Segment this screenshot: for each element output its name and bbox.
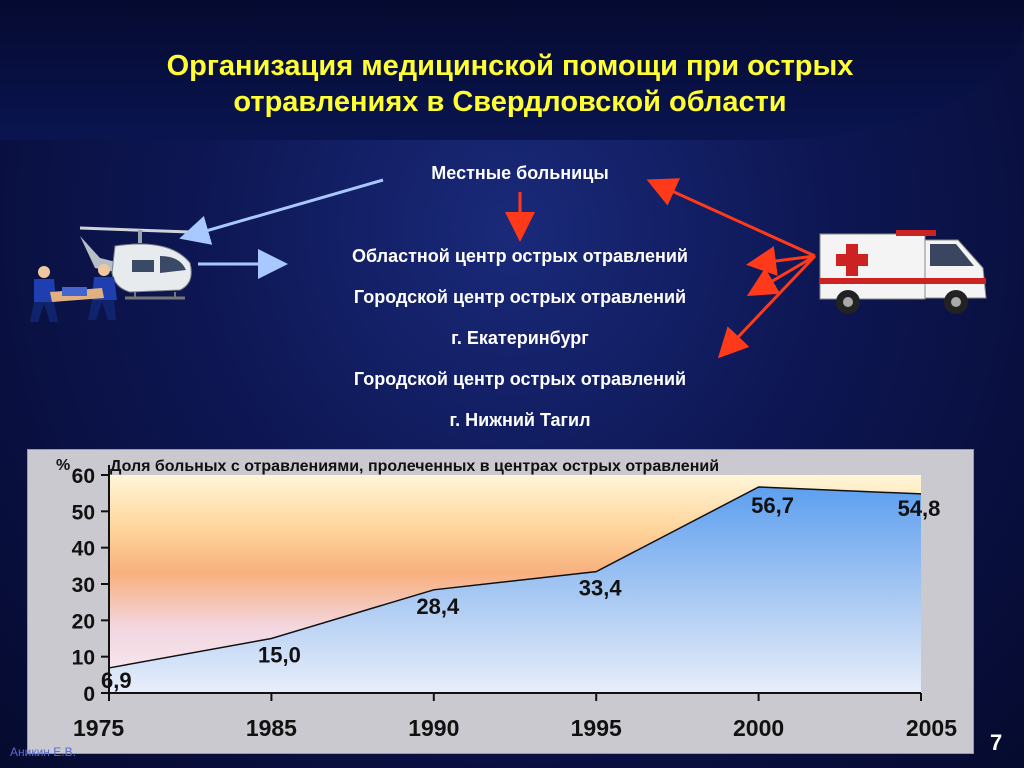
data-label: 54,8	[898, 496, 941, 521]
data-label: 56,7	[751, 493, 794, 518]
arrow-ambulance-to-regional	[746, 246, 816, 276]
y-tick-label: 40	[72, 538, 95, 561]
data-label: 15,0	[258, 643, 301, 668]
page-title: Организация медицинской помощи при остры…	[60, 48, 960, 120]
y-tick-label: 60	[72, 465, 95, 488]
arrow-ambulance-to-city1	[746, 254, 816, 297]
data-label: 6,9	[101, 668, 132, 693]
city-center-2-label: Городской центр острых отравлений	[353, 369, 687, 389]
data-label: 33,4	[579, 576, 623, 601]
regional-center-label: Областной центр острых отравлений	[351, 246, 688, 266]
page-number: 7	[990, 730, 1003, 755]
x-tick-label: 1995	[571, 715, 622, 741]
helicopter-icon	[79, 226, 192, 300]
author-label: Аникин Е.В.	[10, 745, 76, 759]
y-axis-label: %	[56, 457, 70, 474]
arrow-hospitals-to-helicopter	[179, 178, 384, 245]
header-band	[0, 0, 1024, 140]
city-2-label: г. Нижний Тагил	[449, 410, 591, 430]
y-tick-label: 50	[72, 501, 95, 524]
paramedics-stretcher-icon	[30, 264, 117, 322]
y-tick-label: 20	[72, 610, 95, 633]
local-hospitals-label: Местные больницы	[431, 163, 609, 183]
y-tick-label: 10	[72, 647, 95, 670]
series-line	[108, 486, 922, 669]
x-tick-label: 1990	[408, 715, 459, 741]
flow-arrows	[179, 178, 817, 359]
data-label: 28,4	[416, 594, 460, 619]
arrow-ambulance-to-city2	[717, 254, 817, 359]
x-tick-label: 1975	[73, 715, 124, 741]
city-center-1-label: Городской центр острых отравлений	[353, 287, 687, 307]
ambulance-icon	[819, 230, 987, 314]
y-tick-label: 30	[72, 574, 95, 597]
series-area	[109, 486, 921, 693]
city-1-label: г. Екатеринбург	[451, 328, 589, 348]
area-chart: % Доля больных с отравлениями, пролеченн…	[56, 457, 957, 741]
y-tick-label: 0	[83, 683, 95, 706]
chart-panel: % Доля больных с отравлениями, пролеченн…	[27, 449, 974, 754]
title-line-2: отравлениях в Свердловской области	[233, 86, 787, 118]
x-tick-label: 1985	[246, 715, 297, 741]
x-tick-label: 2005	[906, 715, 957, 741]
title-line-1: Организация медицинской помощи при остры…	[166, 50, 854, 82]
x-tick-label: 2000	[733, 715, 784, 741]
chart-title: Доля больных с отравлениями, пролеченных…	[110, 458, 719, 475]
arrow-ambulance-to-hospitals	[646, 178, 816, 258]
